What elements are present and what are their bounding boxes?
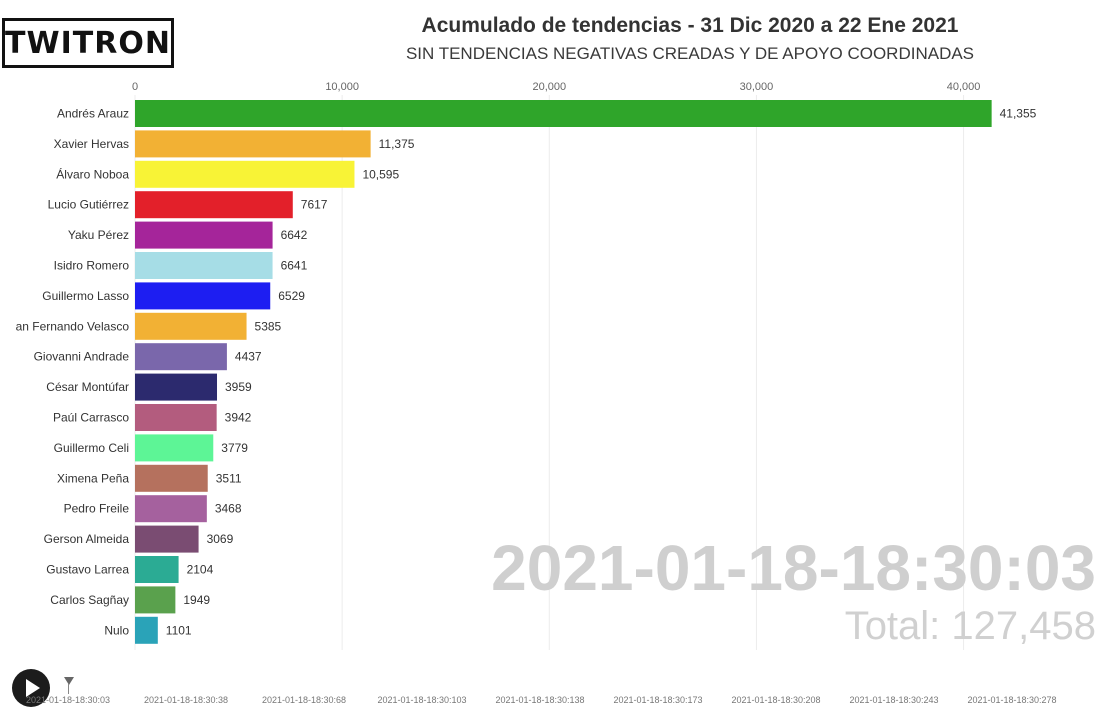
value-label: 3511 bbox=[216, 471, 242, 485]
bar bbox=[135, 282, 271, 310]
bar bbox=[135, 556, 179, 583]
timeline-slider-handle[interactable] bbox=[64, 677, 74, 685]
value-label: 1101 bbox=[166, 623, 192, 637]
bar bbox=[135, 100, 992, 127]
twitron-logo: TWITRON bbox=[2, 18, 174, 68]
category-label: Gustavo Larrea bbox=[46, 563, 129, 577]
x-tick-label: 20,000 bbox=[532, 81, 566, 93]
timeline-label[interactable]: 2021-01-18-18:30:243 bbox=[849, 695, 939, 705]
category-label: César Montúfar bbox=[46, 380, 129, 394]
bar bbox=[135, 221, 273, 249]
value-label: 6642 bbox=[281, 228, 308, 242]
value-label: 3942 bbox=[225, 411, 252, 425]
value-label: 10,595 bbox=[362, 167, 399, 181]
value-label: 3959 bbox=[225, 380, 252, 394]
category-label: Paúl Carrasco bbox=[53, 411, 129, 425]
x-tick-label: 0 bbox=[132, 81, 138, 93]
timeline-label[interactable]: 2021-01-18-18:30:38 bbox=[143, 695, 229, 705]
total-overlay: Total: 127,458 bbox=[844, 604, 1096, 648]
timeline-label[interactable]: 2021-01-18-18:30:103 bbox=[377, 695, 467, 705]
timeline-label[interactable]: 2021-01-18-18:30:208 bbox=[731, 695, 821, 705]
bar bbox=[135, 495, 207, 523]
value-label: 2104 bbox=[187, 563, 214, 577]
bar bbox=[135, 130, 371, 158]
timeline-label[interactable]: 2021-01-18-18:30:173 bbox=[613, 695, 703, 705]
play-button[interactable] bbox=[12, 669, 50, 707]
category-label: Álvaro Noboa bbox=[56, 166, 129, 181]
bar bbox=[135, 616, 158, 644]
bar bbox=[135, 464, 208, 492]
chart-title: Acumulado de tendencias - 31 Dic 2020 a … bbox=[421, 14, 959, 37]
bar bbox=[135, 343, 227, 371]
timeline-label[interactable]: 2021-01-18-18:30:68 bbox=[261, 695, 347, 705]
value-label: 3779 bbox=[221, 441, 248, 455]
category-label: Ximena Peña bbox=[57, 471, 129, 485]
bar bbox=[135, 404, 217, 431]
play-icon bbox=[26, 679, 40, 697]
timeline-label[interactable]: 2021-01-18-18:30:03 bbox=[25, 695, 111, 705]
category-label: Carlos Sagñay bbox=[50, 593, 129, 607]
value-label: 1949 bbox=[183, 593, 210, 607]
bar bbox=[135, 434, 214, 462]
value-label: 5385 bbox=[255, 319, 282, 333]
x-tick-label: 30,000 bbox=[740, 81, 774, 93]
category-label: Nulo bbox=[104, 623, 129, 637]
value-label: 6641 bbox=[281, 259, 308, 273]
bar bbox=[135, 586, 176, 614]
category-label: Lucio Gutiérrez bbox=[48, 198, 129, 212]
category-label: Guillermo Celi bbox=[54, 441, 129, 455]
timeline-slider-track[interactable] bbox=[68, 684, 69, 694]
logo-text: TWITRON bbox=[5, 25, 171, 61]
timeline-label[interactable]: 2021-01-18-18:30:138 bbox=[495, 695, 585, 705]
bar bbox=[135, 160, 355, 188]
category-label: Gerson Almeida bbox=[44, 532, 130, 546]
x-tick-label: 40,000 bbox=[947, 81, 981, 93]
bar bbox=[135, 373, 218, 401]
timeline-label[interactable]: 2021-01-18-18:30:278 bbox=[967, 695, 1057, 705]
value-label: 41,355 bbox=[1000, 107, 1037, 121]
value-label: 3069 bbox=[207, 532, 234, 546]
value-label: 4437 bbox=[235, 350, 262, 364]
value-label: 3468 bbox=[215, 502, 242, 516]
bar bbox=[135, 525, 199, 553]
category-label: Xavier Hervas bbox=[54, 137, 129, 151]
value-label: 6529 bbox=[278, 289, 305, 303]
category-label: Andrés Arauz bbox=[57, 107, 129, 121]
category-label: Pedro Freile bbox=[64, 502, 130, 516]
timeline-labels: 2021-01-18-18:30:03 2021-01-18-18:30:38 20… bbox=[0, 695, 1106, 709]
chart-subtitle: SIN TENDENCIAS NEGATIVAS CREADAS Y DE AP… bbox=[405, 44, 975, 63]
category-label: Isidro Romero bbox=[54, 259, 130, 273]
current-date-overlay: 2021-01-18-18:30:03 bbox=[491, 532, 1096, 604]
bar bbox=[135, 252, 273, 279]
value-label: 11,375 bbox=[379, 137, 415, 151]
category-label: an Fernando Velasco bbox=[16, 319, 130, 333]
category-label: Guillermo Lasso bbox=[42, 289, 129, 303]
x-tick-label: 10,000 bbox=[325, 81, 359, 93]
category-label: Giovanni Andrade bbox=[34, 350, 130, 364]
value-label: 7617 bbox=[301, 198, 328, 212]
bar bbox=[135, 312, 247, 340]
category-label: Yaku Pérez bbox=[68, 228, 129, 242]
bar bbox=[135, 191, 293, 219]
